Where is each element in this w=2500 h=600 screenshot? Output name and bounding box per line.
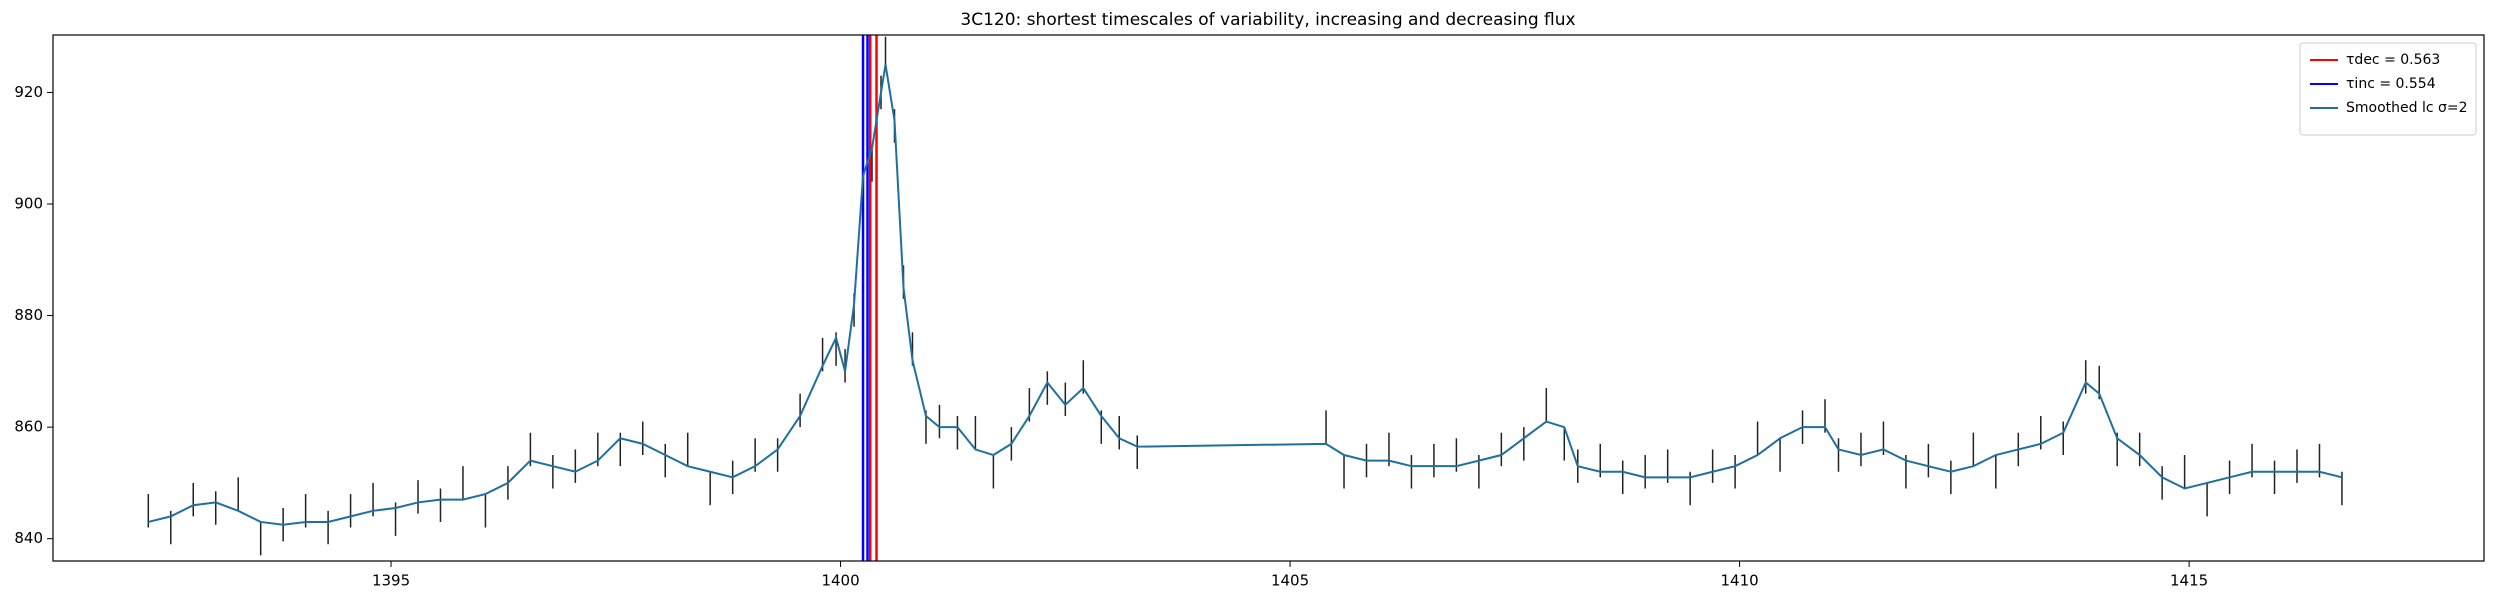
- y-tick-label: 880: [14, 306, 43, 324]
- legend-label: τinc = 0.554: [2346, 76, 2436, 92]
- plot-frame: [52, 34, 2485, 562]
- y-tick-label: 920: [14, 83, 43, 101]
- y-tick-label: 840: [14, 529, 43, 547]
- smoothed-line: [148, 64, 2343, 526]
- chart-title: 3C120: shortest timescales of variabilit…: [960, 10, 1575, 30]
- x-tick-label: 1405: [1271, 572, 1309, 590]
- x-tick-label: 1400: [821, 572, 859, 590]
- x-tick-label: 1395: [372, 572, 410, 590]
- y-tick-label: 860: [14, 418, 43, 436]
- legend-box: [2299, 42, 2477, 136]
- x-tick-label: 1410: [1721, 572, 1759, 590]
- legend-label: Smoothed lc σ=2: [2346, 100, 2468, 116]
- legend-label: τdec = 0.563: [2346, 52, 2440, 68]
- y-tick-label: 900: [14, 195, 43, 213]
- x-tick-label: 1415: [2170, 572, 2208, 590]
